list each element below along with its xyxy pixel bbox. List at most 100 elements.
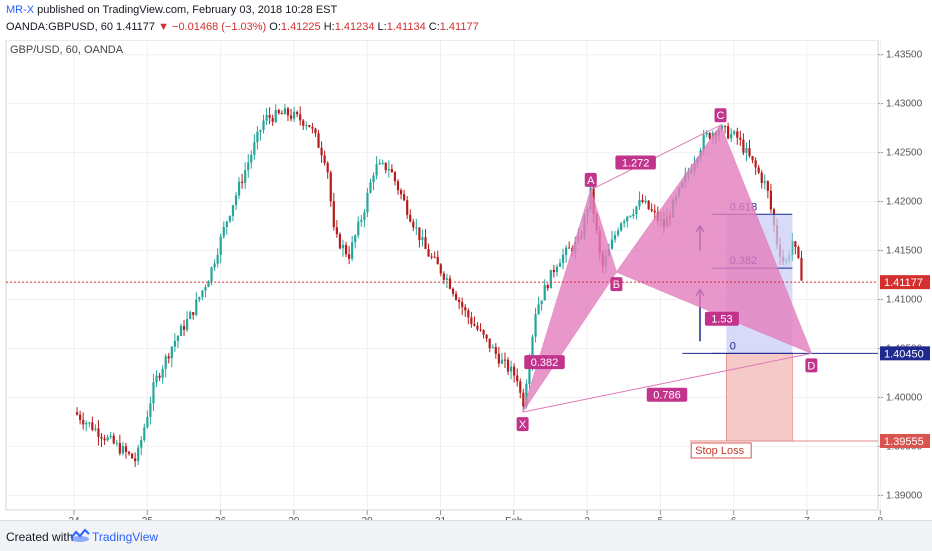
candle-body — [103, 438, 106, 441]
candle-body — [121, 446, 125, 454]
candle-body — [317, 133, 320, 148]
candle-body — [503, 359, 507, 361]
y-tick-label: 1.41500 — [886, 246, 923, 257]
candle-body — [247, 162, 250, 171]
candle-body — [754, 160, 757, 168]
candle-body — [748, 148, 751, 157]
candle-body — [85, 422, 88, 425]
price-change: −0.01468 (−1.03%) — [172, 21, 267, 33]
chart-title: GBP/USD, 60, OANDA — [10, 44, 124, 56]
candle-body — [274, 110, 277, 122]
candle-body — [335, 227, 338, 235]
candle-body — [140, 439, 143, 448]
high-value: 1.41234 — [334, 21, 375, 33]
high-label: H: — [323, 21, 335, 33]
candle-body — [109, 435, 112, 438]
candle-body — [195, 299, 198, 315]
candle-body — [461, 302, 464, 308]
candle-body — [412, 221, 415, 228]
candle-body — [228, 215, 231, 222]
candle-body — [155, 375, 158, 383]
candle-body — [256, 131, 259, 143]
candle-body — [448, 278, 452, 289]
x-tick-label: 26 — [215, 516, 227, 520]
point-x-label: X — [519, 419, 527, 431]
x-tick-label: 24 — [68, 516, 80, 520]
candle-body — [430, 256, 433, 258]
candle-body — [75, 412, 79, 415]
candle-body — [473, 323, 476, 326]
candle-body — [213, 263, 216, 268]
candle-body — [262, 120, 265, 131]
down-arrow-icon: ▼ — [158, 21, 169, 33]
candle-body — [296, 111, 299, 115]
candle-body — [234, 195, 238, 206]
tradingview-brand-link[interactable]: TradingView — [92, 530, 159, 544]
candle-body — [458, 299, 461, 303]
candle-body — [552, 269, 555, 273]
candle-body — [403, 194, 406, 201]
candle-body — [708, 133, 711, 139]
candle-body — [210, 267, 213, 282]
candle-body — [396, 181, 400, 191]
candle-body — [326, 163, 329, 173]
candle-body — [635, 206, 638, 215]
candle-body — [406, 200, 409, 215]
point-a-label-box — [584, 172, 597, 187]
publish-info: published on TradingView.com, February 0… — [37, 4, 338, 16]
price-chart[interactable]: 1.43500 1.43000 1.42500 1.42000 1.41500 1.410… — [0, 40, 932, 520]
footer-bar: Created with TradingView — [0, 520, 932, 551]
candle-body — [433, 256, 436, 258]
x-tick-label: 2 — [584, 516, 590, 520]
candle-body — [167, 356, 170, 359]
candle-body — [479, 329, 482, 331]
y-tick-label: 1.43500 — [886, 50, 923, 61]
candle-body — [137, 447, 140, 462]
candle-body — [231, 205, 235, 216]
candle-body — [537, 304, 540, 315]
candle-body — [158, 375, 161, 378]
close-label: C: — [428, 21, 440, 33]
candle-body — [222, 227, 225, 237]
candle-body — [357, 221, 360, 236]
fib-level-label: 0 — [730, 340, 736, 352]
candle-body — [555, 266, 559, 273]
candle-body — [610, 239, 614, 249]
stop-price-badge: 1.39555 — [884, 436, 924, 448]
candle-body — [366, 192, 369, 213]
candle-body — [439, 264, 442, 274]
candle-body — [338, 234, 342, 249]
stop-zone[interactable] — [725, 352, 793, 442]
candle-body — [442, 273, 445, 280]
candle-body — [641, 199, 644, 203]
point-a-label: A — [587, 175, 595, 187]
close-value: 1.41177 — [439, 21, 479, 33]
candle-body — [149, 403, 152, 417]
candle-body — [418, 227, 421, 241]
author-name[interactable]: MR-X — [6, 4, 35, 16]
candle-body — [250, 154, 253, 163]
tradingview-logo-icon[interactable] — [70, 528, 90, 542]
x-tick-label: 30 — [362, 516, 374, 520]
candle-body — [97, 428, 100, 437]
point-x-label-box — [516, 417, 529, 432]
candle-body — [320, 147, 323, 156]
x-tick-label: 5 — [658, 516, 664, 520]
candle-body — [134, 458, 137, 462]
candle-body — [375, 164, 378, 176]
candle-body — [299, 114, 302, 121]
candle-body — [130, 453, 134, 459]
x-tick-label: 8 — [878, 516, 884, 520]
point-c-label-box — [714, 108, 727, 123]
candle-body — [204, 287, 207, 291]
candle-body — [91, 422, 94, 430]
stop-loss-label: Stop Loss — [695, 445, 744, 457]
candle-body — [79, 414, 82, 420]
candle-body — [277, 110, 280, 114]
y-tick-label: 1.42500 — [886, 148, 923, 159]
candle-body — [253, 142, 256, 155]
candle-body — [482, 330, 485, 335]
candle-body — [522, 392, 525, 407]
candle-body — [268, 114, 271, 118]
candle-body — [733, 131, 736, 134]
